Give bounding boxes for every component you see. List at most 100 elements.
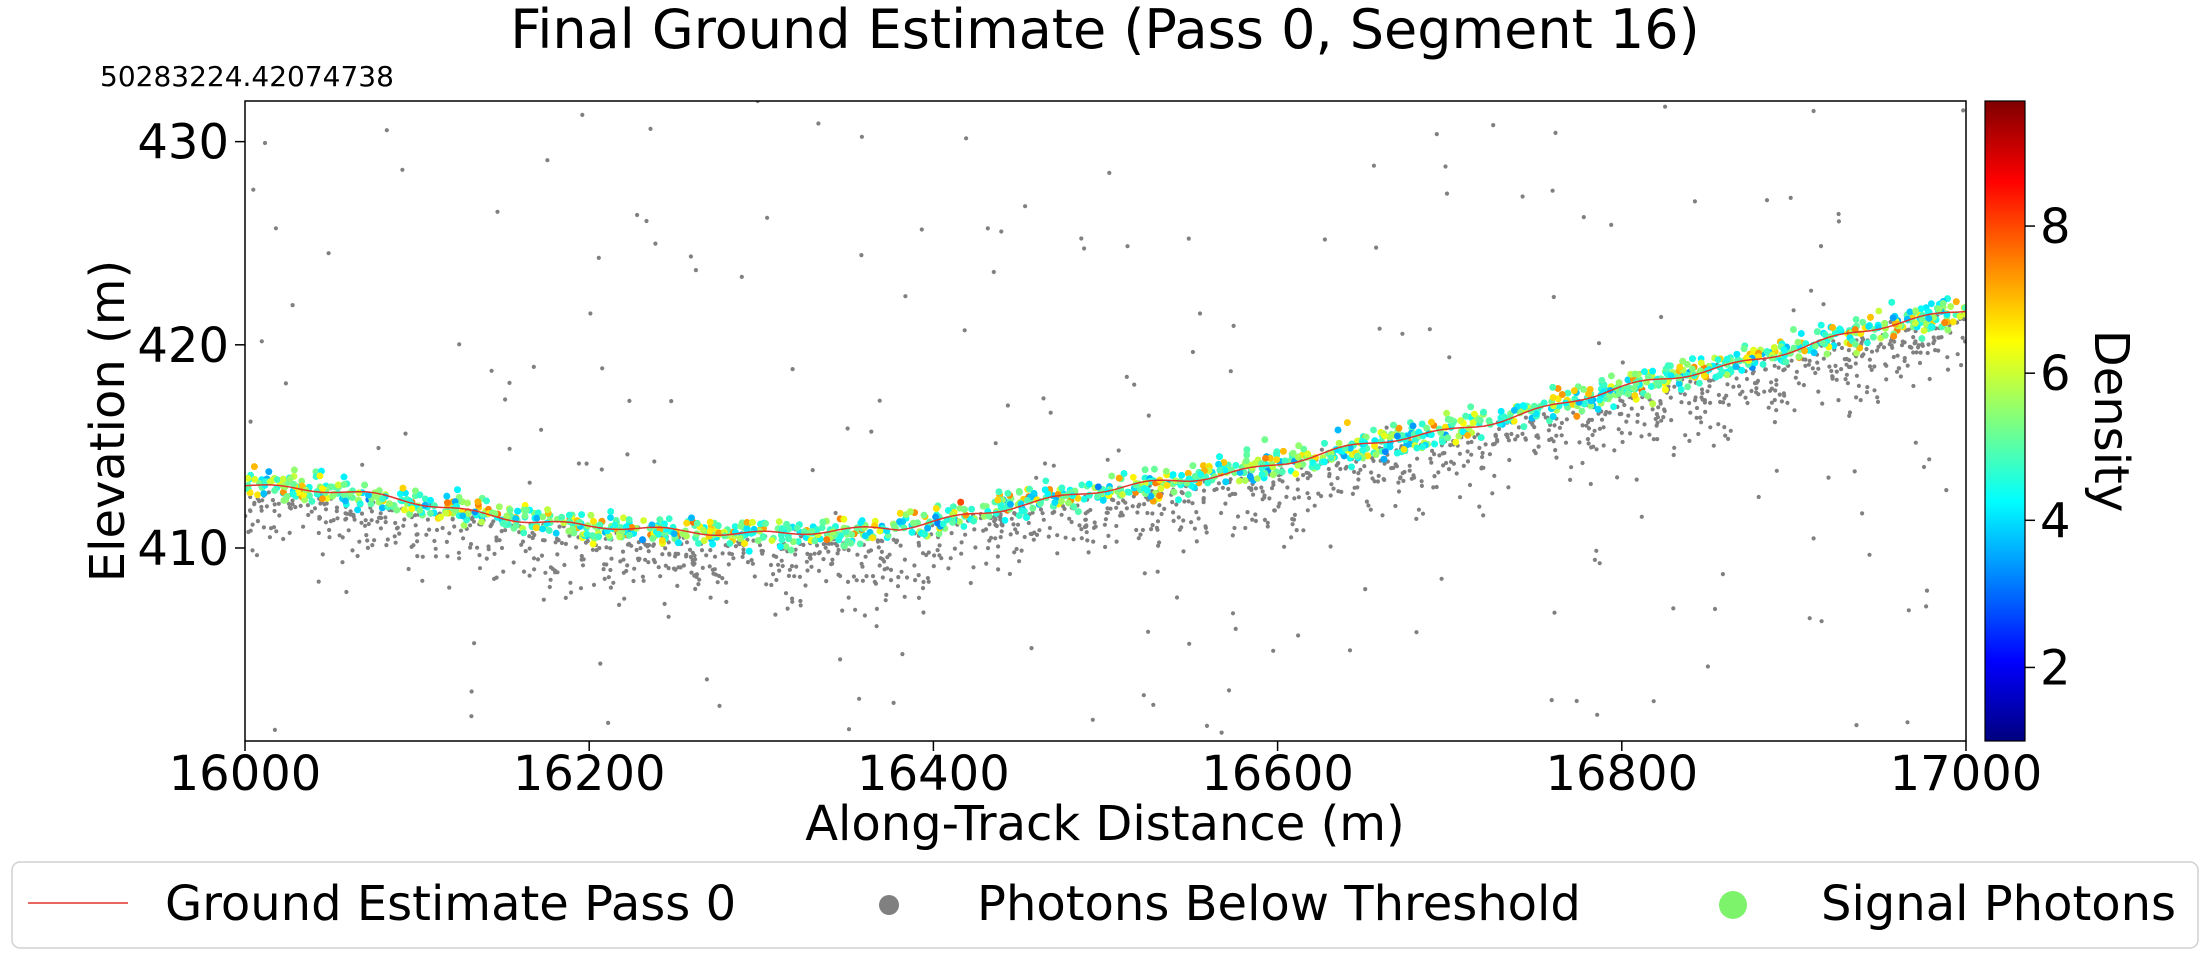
signal-photon	[1696, 379, 1703, 387]
signal-photon	[1304, 450, 1312, 458]
noise-photon	[1944, 488, 1949, 493]
noise-photon	[1114, 539, 1119, 544]
noise-photon	[717, 573, 722, 579]
noise-photon	[959, 551, 964, 556]
noise-photon	[327, 527, 332, 533]
signal-photon	[478, 518, 485, 526]
noise-photon	[1869, 349, 1875, 354]
signal-photon	[1431, 440, 1438, 448]
signal-photon	[1261, 436, 1269, 444]
noise-photon	[306, 512, 311, 518]
signal-photon	[1540, 399, 1548, 407]
signal-photon	[876, 527, 884, 535]
noise-photon	[403, 431, 408, 436]
signal-photon	[1598, 377, 1606, 384]
noise-photon	[248, 528, 253, 533]
noise-photon	[1672, 445, 1677, 450]
noise-photon	[900, 652, 905, 657]
signal-photon	[840, 542, 848, 550]
signal-photon	[857, 519, 865, 527]
noise-photon	[309, 509, 314, 514]
noise-photon	[444, 539, 449, 545]
noise-photon	[617, 602, 622, 608]
noise-photon	[1014, 546, 1019, 552]
noise-photon	[316, 530, 321, 536]
noise-photon	[1520, 431, 1525, 436]
noise-photon	[1040, 511, 1045, 516]
noise-photon	[608, 546, 613, 551]
noise-photon	[411, 543, 416, 548]
noise-photon	[1250, 517, 1255, 522]
noise-photon	[1140, 527, 1145, 533]
noise-photon	[1009, 516, 1014, 521]
noise-photon	[557, 524, 562, 529]
signal-photon	[587, 511, 595, 519]
noise-photon	[1764, 198, 1770, 203]
noise-photon	[503, 528, 508, 533]
signal-photon	[1795, 353, 1803, 360]
noise-photon	[469, 689, 474, 694]
noise-photon	[1756, 494, 1761, 500]
noise-photon	[838, 573, 843, 579]
noise-photon	[1116, 501, 1121, 506]
noise-photon	[1668, 395, 1673, 400]
noise-photon	[364, 533, 369, 538]
noise-photon	[1705, 664, 1710, 669]
noise-photon	[602, 576, 607, 582]
noise-photon	[1847, 358, 1852, 363]
signal-photon	[924, 524, 931, 532]
noise-photon	[1887, 342, 1892, 347]
signal-photon	[1956, 313, 1964, 320]
noise-photon	[902, 594, 907, 599]
signal-photon	[1573, 412, 1581, 420]
noise-photon	[320, 552, 325, 557]
noise-photon	[1906, 608, 1911, 613]
noise-photon	[1352, 469, 1357, 474]
noise-photon	[1091, 525, 1097, 531]
signal-photon	[539, 513, 547, 521]
noise-photon	[888, 567, 894, 573]
noise-photon	[1082, 524, 1087, 530]
noise-photon	[1230, 611, 1236, 616]
signal-photon	[1853, 349, 1860, 357]
signal-photon	[649, 535, 657, 542]
noise-photon	[267, 535, 272, 540]
noise-photon	[580, 563, 586, 568]
noise-photon	[1642, 422, 1647, 427]
noise-photon	[1363, 587, 1368, 592]
noise-photon	[1447, 355, 1452, 360]
signal-photon	[1497, 408, 1505, 415]
noise-photon	[1816, 366, 1821, 371]
noise-photon	[1369, 470, 1374, 475]
signal-photon	[1714, 356, 1722, 363]
noise-photon	[1480, 450, 1485, 456]
signal-photon	[1400, 446, 1408, 453]
signal-photon	[1790, 326, 1797, 333]
noise-photon	[548, 565, 554, 570]
signal-photon	[1044, 490, 1052, 498]
noise-photon	[876, 545, 881, 550]
noise-photon	[1671, 452, 1676, 458]
noise-photon	[1374, 245, 1379, 250]
noise-photon	[1037, 528, 1042, 533]
signal-photon	[1246, 473, 1254, 480]
noise-photon	[335, 516, 340, 521]
noise-photon	[1777, 392, 1782, 397]
noise-photon	[1774, 468, 1779, 473]
noise-photon	[1344, 464, 1349, 469]
signal-photon	[1813, 328, 1821, 336]
noise-photon	[1457, 451, 1462, 456]
noise-photon	[688, 254, 694, 259]
noise-photon	[764, 582, 769, 587]
noise-photon	[704, 677, 710, 682]
noise-photon	[596, 255, 601, 260]
signal-photon	[543, 519, 551, 527]
noise-photon	[1015, 522, 1021, 527]
noise-photon	[1187, 641, 1192, 646]
noise-photon	[1296, 633, 1301, 638]
noise-photon	[1839, 367, 1844, 372]
signal-photon	[1353, 452, 1361, 460]
noise-photon	[1586, 426, 1592, 431]
signal-photon	[932, 505, 940, 512]
